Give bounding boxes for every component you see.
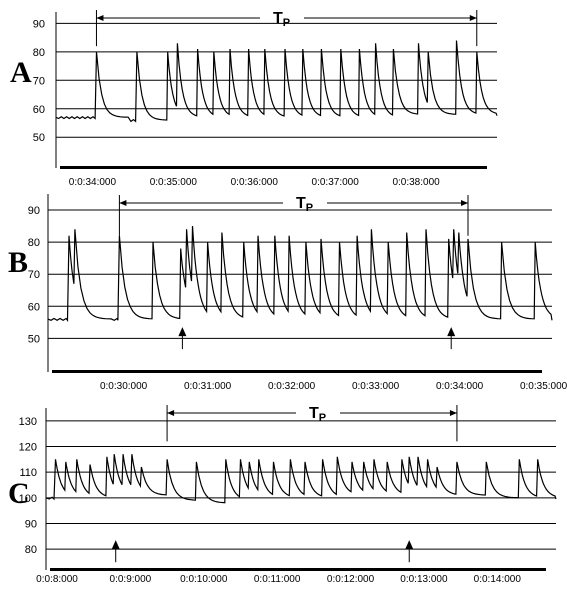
panel-a-interval-label-sub: P [283,17,290,29]
panel-c-x-tick-label: 0:0:10:000 [180,574,228,585]
panel-a-interval-label-main: T [273,10,283,27]
panel-c-arrowhead [405,540,414,550]
panel-b-y-tick-label: 90 [28,205,40,217]
panel-a-interval-label: TP [273,10,290,29]
panel-c-interval-arrowhead-left [167,410,175,416]
panel-b-y-tick-label: 50 [28,333,40,345]
panel-c-y-tick-label: 80 [25,544,37,556]
panel-c-x-tick-label: 0:0:13:000 [400,574,448,585]
panel-a-x-tick-label: 0:0:38:000 [392,177,440,188]
panel-c-y-tick-label: 100 [19,493,37,505]
panel-a-y-tick-label: 50 [33,132,45,144]
panel-b-x-tick-label: 0:0:33:000 [352,381,400,392]
panel-c-x-axis-bar [50,568,546,571]
panel-b-y-tick-label: 80 [28,237,40,249]
panel-a-x-tick-label: 0:0:36:000 [231,177,279,188]
panel-b-x-tick-label: 0:0:34:000 [436,381,484,392]
panel-b-letter: B [8,246,28,279]
panel-c-y-tick-label: 130 [19,416,37,428]
panel-a-x-tick-label: 0:0:37:000 [312,177,360,188]
panel-a-x-tick-label: 0:0:35:000 [150,177,198,188]
panel-b-x-tick-label: 0:0:32:000 [268,381,316,392]
panel-a-letter: A [10,56,32,89]
panel-a-interval-arrowhead-right [469,15,477,21]
panel-b-y-tick-label: 60 [28,301,40,313]
panel-b-arrowhead [447,327,456,337]
panel-c-x-tick-label: 0:0:8:000 [36,574,78,585]
panel-b-y-tick-label: 70 [28,269,40,281]
panel-b-interval-label-main: T [296,195,306,212]
panel-c-interval-label: TP [309,405,326,424]
panel-b-interval-arrowhead-right [461,200,468,206]
panel-c-letter: C [8,477,30,510]
panel-c-interval-label-sub: P [319,412,326,424]
panel-b-arrowhead [178,327,187,337]
panel-c-x-tick-label: 0:0:11:000 [254,574,301,585]
panel-c-interval-label-main: T [309,405,319,422]
panel-c-arrowhead [111,540,120,550]
panel-b-x-tick-label: 0:0:30:000 [100,381,148,392]
panel-b-interval-label: TP [296,195,313,214]
panel-b-interval-arrowhead-left [119,200,127,206]
panel-c-x-tick-label: 0:0:14:000 [474,574,522,585]
panel-a-x-tick-label: 0:0:34:000 [69,177,117,188]
panel-a-interval-arrowhead-left [96,15,104,21]
panel-b-interval-label-sub: P [306,202,313,214]
panel-a-trace [55,40,498,123]
panel-b-x-tick-label: 0:0:31:000 [184,381,232,392]
panel-b-x-axis-bar [52,370,542,373]
panel-c-interval-arrowhead-right [449,410,457,416]
panel-c-x-tick-label: 0:0:12:000 [327,574,375,585]
panel-a-y-tick-label: 70 [33,75,45,87]
panel-a-y-tick-label: 80 [33,47,45,59]
panel-a-y-tick-label: 60 [33,104,45,116]
panel-b-x-tick-label: 0:0:35:000 [520,381,567,392]
panel-a-x-axis-bar [60,166,487,169]
panel-c-y-tick-label: 120 [19,442,37,454]
panel-b-trace [47,226,553,323]
panel-c-y-tick-label: 90 [25,519,37,531]
panel-c-trace [45,454,557,504]
panel-c-x-tick-label: 0:0:9:000 [110,574,152,585]
panel-c-y-tick-label: 110 [19,467,37,479]
panel-a-y-tick-label: 90 [33,18,45,30]
